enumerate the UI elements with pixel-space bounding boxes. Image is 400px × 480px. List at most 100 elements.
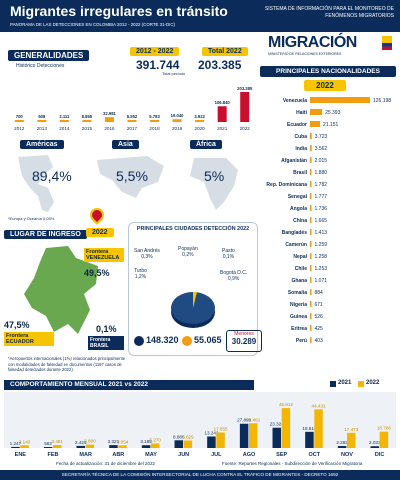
nat-name-2: Ecuador (287, 122, 307, 128)
city-4: Bogotá D.C. 0,9% (220, 270, 247, 282)
nat-name-6: Brasil (293, 170, 308, 176)
month-label-2021-JUL: 13.242 (204, 430, 218, 435)
hist-bar-2015 (82, 120, 92, 122)
hist-bar-2017 (127, 120, 137, 122)
month-label-2022-AGO: 28.461 (246, 417, 260, 422)
nat-bar-4 (310, 145, 312, 151)
africa-pct: 5% (204, 168, 225, 184)
month-bar-2022-OCT (314, 409, 323, 448)
men-icon (134, 336, 144, 346)
nat-bar-0 (310, 97, 370, 103)
colombia-flag-stripe (382, 36, 392, 50)
nat-bar-16 (310, 289, 312, 295)
hist-year-2021: 2021 (217, 126, 228, 131)
americas-pct: 89,4% (32, 168, 72, 184)
month-label-2021-OCT: 18.614 (302, 426, 316, 431)
nat-name-8: Senegal (288, 194, 308, 200)
month-bar-2021-MAY (141, 445, 151, 448)
month-bar-2022-AGO (249, 423, 258, 448)
month-label-2021-DIC: 2.033 (369, 440, 381, 445)
nat-bar-18 (310, 313, 312, 319)
nat-value-18: 526 (315, 314, 324, 320)
month-label-2022-SEP: 45.912 (279, 402, 293, 407)
nat-value-20: 403 (315, 338, 324, 344)
month-name-FEB: FEB (48, 452, 59, 458)
asia-pct: 5,5% (116, 168, 148, 184)
brasil-frontier-pct: 0,1% (96, 324, 117, 334)
men-count: 148.320 (146, 335, 179, 345)
hist-year-2015: 2015 (82, 126, 93, 131)
historico-subtitle: Histórico Detecciones (16, 63, 65, 69)
nat-value-15: 1.071 (315, 278, 328, 284)
region-americas-label: Américas (20, 140, 64, 149)
hist-year-2014: 2014 (59, 126, 70, 131)
month-label-2022-FEB: 3.461 (51, 439, 63, 444)
month-name-ABR: ABR (112, 452, 124, 458)
nat-bar-14 (310, 265, 312, 271)
month-bar-2022-ABR (118, 445, 127, 448)
nat-bar-2 (310, 121, 321, 127)
mensual-title: COMPORTAMIENTO MENSUAL 2021 vs 2022 (10, 381, 148, 388)
hist-year-2012: 2012 (14, 126, 25, 131)
ingreso-panel: LUGAR DE INGRESO 2022 Frontera VENEZUELA… (4, 205, 124, 356)
hist-value-2016: 32.981 (103, 111, 116, 116)
hist-year-2018: 2018 (149, 126, 160, 131)
nat-name-0: Venezuela (283, 98, 307, 104)
month-bar-2021-SEP (272, 427, 282, 448)
page-subtitle: PANORAMA DE LAS DETECCIONES EN COLOMBIA … (10, 22, 176, 27)
nat-name-3: Cuba (295, 134, 308, 140)
month-bar-2021-DIC (370, 446, 380, 448)
hist-year-2022: 2022 (240, 126, 251, 131)
nat-name-11: Bangladés (282, 230, 308, 236)
month-name-MAR: MAR (79, 452, 92, 458)
regions-note: *Europa y Oceanía 0,05% (8, 216, 55, 221)
hist-year-2020: 2020 (195, 126, 206, 131)
migracion-logo: MIGRACIÓN MINISTERIO DE RELACIONES EXTER… (268, 34, 396, 62)
nat-name-18: Guinea (290, 314, 307, 320)
nat-bar-12 (310, 241, 312, 247)
nat-name-12: Camerún (285, 242, 307, 248)
month-name-DIC: DIC (375, 452, 385, 458)
ecuador-frontier-label: Frontera ECUADOR (4, 332, 54, 346)
nat-value-6: 1.880 (315, 170, 328, 176)
hist-bar-2021 (217, 106, 227, 122)
city-3: Turbo 1,2% (134, 268, 147, 280)
hist-bar-2013 (37, 120, 47, 122)
mensual-title-bar: COMPORTAMIENTO MENSUAL 2021 vs 2022 (4, 380, 254, 390)
month-bar-2021-OCT (305, 431, 314, 448)
africa-map (190, 158, 238, 210)
nat-value-13: 1.258 (315, 254, 328, 260)
month-label-2022-MAY: 5.270 (149, 437, 161, 442)
nat-value-14: 1.253 (315, 266, 328, 272)
nat-bar-17 (310, 301, 312, 307)
nat-name-19: Eritrea (291, 326, 307, 332)
nat-name-17: Nigeria (290, 302, 307, 308)
women-icon (182, 336, 192, 346)
city-name: Turbo (134, 268, 147, 274)
month-name-JUL: JUL (211, 452, 222, 458)
nat-name-5: Afganistán (281, 158, 307, 164)
nat-bar-15 (310, 277, 312, 283)
hist-year-2013: 2013 (37, 126, 48, 131)
city-pct: 0,1% (222, 254, 235, 260)
month-bar-2021-MAR (76, 445, 86, 448)
nat-value-0: 126.198 (373, 98, 391, 104)
ciudades-title: PRINCIPALES CIUDADES DETECCIÓN 2022 (136, 226, 250, 232)
system-name: SISTEMA DE INFORMACIÓN PARA EL MONITOREO… (264, 6, 394, 19)
nat-value-4: 3.562 (315, 146, 328, 152)
city-pct: 0,9% (227, 276, 240, 282)
hist-year-2016: 2016 (104, 126, 115, 131)
nat-name-14: Chile (295, 266, 307, 272)
nat-value-8: 1.777 (315, 194, 328, 200)
venezuela-frontier-label: Frontera VENEZUELA (84, 248, 124, 262)
month-label-2021-ABR: 3.321 (108, 439, 120, 444)
month-label-2022-DIC: 18.786 (377, 426, 391, 431)
nat-value-7: 1.782 (315, 182, 328, 188)
month-bar-2022-ENE (20, 445, 29, 448)
nat-bar-5 (310, 157, 312, 163)
month-bar-2022-SEP (281, 408, 291, 448)
hist-value-2019: 19.040 (171, 113, 184, 118)
nat-bar-8 (310, 193, 312, 199)
hist-bar-2022 (240, 92, 250, 122)
